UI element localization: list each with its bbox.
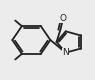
Text: N: N xyxy=(62,48,69,57)
Text: O: O xyxy=(59,14,66,23)
